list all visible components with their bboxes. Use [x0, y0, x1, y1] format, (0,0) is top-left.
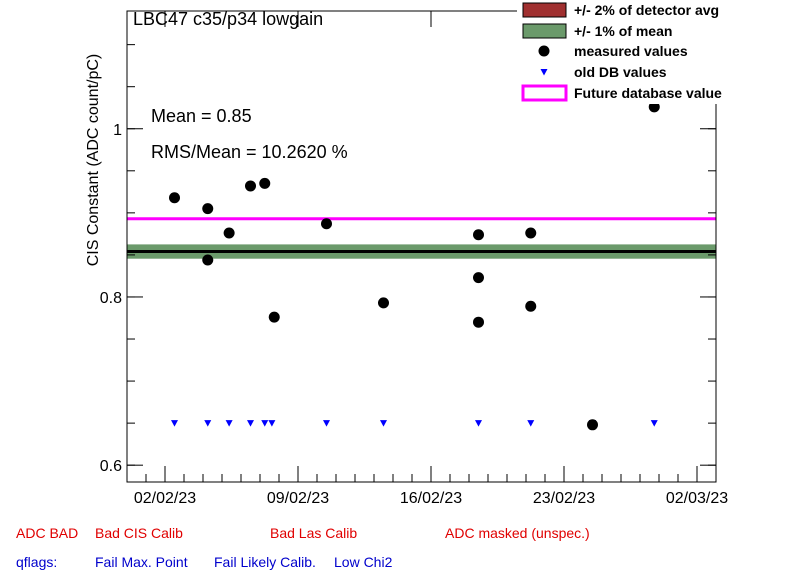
legend-label: measured values [574, 43, 688, 59]
measured-point [473, 316, 484, 328]
qflags-label: qflags: [16, 554, 58, 570]
y-tick-label: 0.8 [100, 290, 122, 307]
old-db-point [225, 420, 233, 427]
old-db-point [171, 420, 178, 427]
flag-bad-cis-calib: Bad CIS Calib [95, 525, 183, 541]
x-tick-label: 16/02/23 [400, 490, 462, 507]
flag-bad-las-calib: Bad Las Calib [270, 525, 358, 541]
old-db-point [268, 420, 276, 427]
legend-swatch [522, 2, 567, 18]
y-tick-label: 1 [113, 122, 122, 139]
flag-adc-masked: ADC masked (unspec.) [445, 525, 590, 541]
rms-text: RMS/Mean = 10.2620 % [151, 142, 348, 162]
measured-point [245, 180, 256, 192]
legend-label: +/- 2% of detector avg [574, 2, 719, 18]
legend-label: +/- 1% of mean [574, 23, 672, 39]
flag-fail-likely-calib: Fail Likely Calib. [214, 554, 316, 570]
old-db-point [527, 420, 535, 427]
flag-fail-max-point: Fail Max. Point [95, 554, 188, 570]
measured-point [202, 203, 214, 215]
legend-swatch [521, 84, 568, 102]
legend-label: old DB values [574, 64, 667, 80]
measured-point [202, 254, 214, 266]
measured-point [473, 272, 484, 284]
measured-point [223, 227, 235, 239]
legend-label: Future database value [574, 85, 722, 101]
measured-point [268, 311, 280, 323]
mean-text: Mean = 0.85 [151, 106, 252, 126]
legend-marker [540, 69, 548, 76]
flag-adc-bad: ADC BAD [16, 525, 79, 541]
x-tick-label: 02/03/23 [666, 490, 728, 507]
legend-marker [538, 45, 550, 57]
flag-low-chi2: Low Chi2 [334, 554, 393, 570]
old-db-point [261, 420, 269, 427]
legend-swatch [522, 23, 567, 39]
measured-point [587, 419, 598, 431]
measured-point [321, 218, 332, 230]
old-db-point [204, 420, 212, 427]
measured-point [473, 229, 484, 241]
old-db-point [380, 420, 387, 427]
measured-point [525, 227, 537, 239]
plot-frame [126, 10, 717, 483]
y-tick-label: 0.6 [100, 458, 122, 475]
x-tick-label: 02/02/23 [134, 490, 196, 507]
measured-point [378, 297, 389, 309]
measured-point [259, 177, 271, 189]
measured-point [648, 101, 660, 113]
measured-point [169, 192, 180, 204]
x-tick-label: 09/02/23 [267, 490, 329, 507]
old-db-point [247, 420, 254, 427]
old-db-point [475, 420, 482, 427]
old-db-point [323, 420, 330, 427]
old-db-point [650, 420, 658, 427]
x-tick-label: 23/02/23 [533, 490, 595, 507]
y-axis-label: CIS Constant (ADC count/pC) [85, 54, 102, 267]
chart-title: LBC47 c35/p34 lowgain [133, 9, 323, 29]
measured-point [525, 300, 537, 312]
